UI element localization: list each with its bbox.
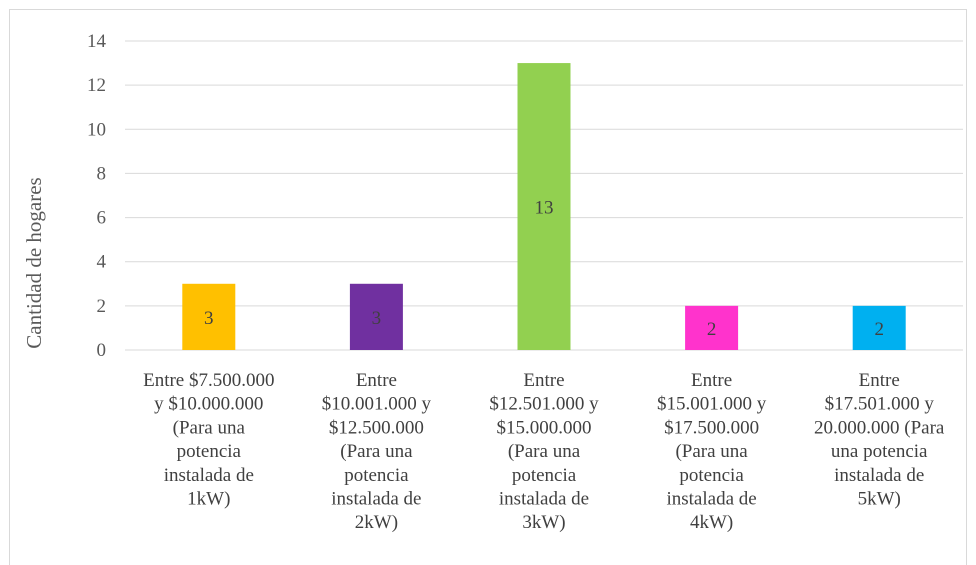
x-category-label-line: (Para una	[173, 417, 246, 438]
x-category-label-line: 1kW)	[187, 489, 230, 510]
bar	[685, 305, 739, 350]
x-category-label-line: $15.001.000 y	[657, 394, 767, 415]
x-category-label-line: instalada de	[499, 489, 589, 510]
x-category-label-line: $17.500.000	[664, 417, 759, 438]
bar-value-label: 2	[874, 319, 884, 340]
x-category-label-line: instalada de	[834, 465, 924, 486]
x-category-label-line: 20.000.000 (Para	[814, 417, 945, 438]
x-category-label: Entre $17.501.000 y 20.000.000 (Para una po…	[814, 370, 945, 510]
x-category-label-line: 4kW)	[690, 512, 733, 533]
y-tick-label: 6	[97, 208, 107, 229]
y-tick-label: 0	[97, 340, 107, 361]
x-category-label-line: instalada de	[331, 489, 421, 510]
bars	[182, 63, 906, 350]
x-category-label-line: (Para una	[508, 441, 581, 462]
x-category-label: Entre $7.500.000 y $10.000.000 (Para una po…	[143, 370, 274, 510]
x-category-label-line: (Para una	[340, 441, 413, 462]
x-category-label-line: potencia	[512, 465, 577, 486]
x-category-label-line: 3kW)	[522, 512, 565, 533]
bar	[349, 283, 403, 350]
y-tick-label: 8	[97, 163, 107, 184]
x-category-label-line: instalada de	[666, 489, 756, 510]
bar-value-label: 3	[372, 308, 382, 329]
bar	[517, 63, 571, 350]
bar	[182, 283, 236, 350]
bar-value-label: 13	[535, 198, 554, 219]
x-category-label-line: potencia	[177, 441, 242, 462]
x-category-label: Entre $15.001.000 y $17.500.000 (Para una po…	[657, 370, 767, 533]
x-category-label: Entre $10.001.000 y $12.500.000 (Para una po…	[322, 370, 432, 533]
x-category-label: Entre $12.501.000 y $15.000.000 (Para una po…	[489, 370, 599, 533]
y-tick-label: 4	[97, 252, 107, 273]
x-category-label-line: $10.001.000 y	[322, 394, 432, 415]
x-category-label-line: potencia	[679, 465, 744, 486]
bar-value-label: 2	[707, 319, 717, 340]
y-tick-label: 14	[87, 31, 107, 52]
x-category-label-line: 5kW)	[858, 489, 901, 510]
y-axis-ticks: 0 2 4 6 8 10 12 14	[87, 31, 107, 361]
x-category-label-line: $15.000.000	[497, 417, 592, 438]
y-axis-title: Cantidad de hogares	[22, 177, 46, 348]
chart-frame	[9, 9, 967, 565]
x-category-label-line: Entre	[523, 370, 564, 391]
y-tick-label: 10	[87, 119, 106, 140]
x-category-label-line: una potencia	[831, 441, 928, 462]
y-tick-label: 2	[97, 296, 107, 317]
x-category-label-line: Entre	[691, 370, 732, 391]
x-axis-categories: Entre $7.500.000 y $10.000.000 (Para una po…	[143, 370, 945, 533]
data-labels: 3 3 13 2 2	[204, 198, 884, 340]
x-category-label-line: Entre $7.500.000	[143, 370, 274, 391]
x-category-label-line: $12.501.000 y	[489, 394, 599, 415]
x-category-label-line: (Para una	[675, 441, 748, 462]
x-category-label-line: Entre	[356, 370, 397, 391]
x-category-label-line: $12.500.000	[329, 417, 424, 438]
x-category-label-line: y $10.000.000	[154, 394, 263, 415]
x-category-label-line: instalada de	[164, 465, 254, 486]
bar	[852, 305, 906, 350]
x-category-label-line: 2kW)	[355, 512, 398, 533]
x-category-label-line: Entre	[859, 370, 900, 391]
x-category-label-line: potencia	[344, 465, 409, 486]
x-category-label-line: $17.501.000 y	[825, 394, 935, 415]
bar-value-label: 3	[204, 308, 214, 329]
y-tick-label: 12	[87, 75, 106, 96]
